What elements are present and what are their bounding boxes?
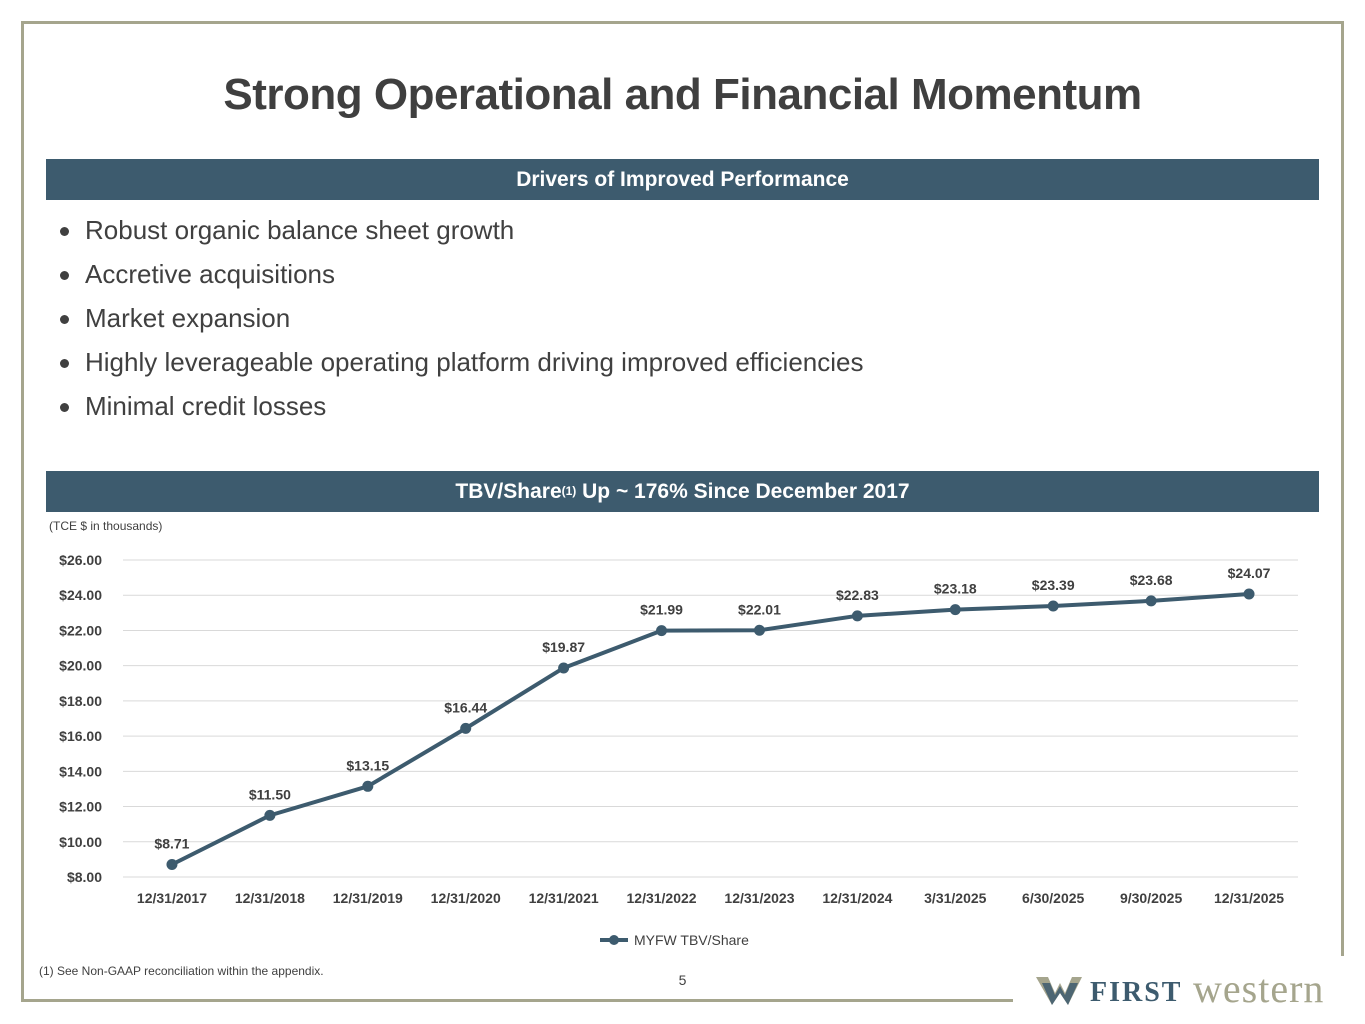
list-item: Highly leverageable operating platform d… [60,340,864,384]
first-western-logo: FIRST western [1036,966,1346,1011]
data-label: $23.68 [1130,572,1173,588]
data-point [1243,588,1255,600]
units-note: (TCE $ in thousands) [49,519,163,533]
list-item-text: Robust organic balance sheet growth [85,215,515,245]
data-point [851,610,863,622]
drivers-list: Robust organic balance sheet growth Accr… [60,208,864,428]
bullet-icon [60,314,69,324]
x-tick-label: 3/31/2025 [924,890,986,906]
tbv-line-chart: $8.00 $10.00 $12.00 $14.00 $16.00 $18.00 $20.0… [59,552,1298,948]
data-point [1047,600,1059,612]
list-item-text: Accretive acquisitions [85,259,335,289]
x-tick-label: 12/31/2025 [1214,890,1284,906]
y-tick-label: $26.00 [59,552,102,568]
data-label: $16.44 [444,699,487,715]
bullet-icon [60,270,69,280]
page-number: 5 [678,972,687,988]
data-point [558,662,570,674]
drivers-header: Drivers of Improved Performance [46,159,1319,200]
y-tick-label: $12.00 [59,799,102,815]
x-tick-label: 12/31/2021 [529,890,599,906]
y-tick-label: $22.00 [59,622,102,638]
data-point [460,722,472,734]
list-item: Minimal credit losses [60,384,864,428]
logo-first-text: FIRST [1090,977,1183,1008]
frame-top-border [21,21,1344,24]
data-label: $23.18 [934,581,977,597]
legend-swatch-marker [609,935,619,945]
y-tick-label: $20.00 [59,658,102,674]
list-item-text: Market expansion [85,303,291,333]
frame-left-border [21,21,24,1002]
y-tick-label: $18.00 [59,693,102,709]
x-tick-label: 12/31/2022 [627,890,697,906]
frame-right-border [1341,21,1344,956]
x-tick-label: 12/31/2020 [431,890,501,906]
list-item: Accretive acquisitions [60,252,864,296]
chart-header-tail: Up ~ 176% Since December 2017 [576,480,910,503]
data-point [753,624,765,636]
list-item-text: Highly leverageable operating platform d… [85,347,864,377]
y-tick-label: $24.00 [59,587,102,603]
y-tick-label: $14.00 [59,763,102,779]
x-tick-label: 6/30/2025 [1022,890,1084,906]
y-tick-label: $8.00 [67,869,102,885]
data-label: $8.71 [154,835,189,851]
x-tick-label: 12/31/2017 [137,890,207,906]
data-point [166,858,178,870]
chart-header-main: TBV/Share [455,480,562,503]
series-line [171,591,1250,867]
footnote: (1) See Non-GAAP reconciliation within t… [39,964,324,978]
page-title: Strong Operational and Financial Momentu… [223,70,1142,119]
x-tick-label: 12/31/2018 [235,890,305,906]
data-label: $19.87 [542,639,585,655]
x-tick-label: 9/30/2025 [1120,890,1182,906]
chart-header-footnote-ref: (1) [561,484,577,498]
logo-western-text: western [1193,966,1325,1011]
bullet-icon [60,358,69,368]
chart-header: TBV/Share(1) Up ~ 176% Since December 20… [46,471,1319,512]
logo-w-icon [1036,977,1082,1005]
data-point [656,625,668,637]
list-item: Market expansion [60,296,864,340]
y-tick-label: $10.00 [59,834,102,850]
data-point [949,604,961,616]
data-label: $22.83 [836,587,879,603]
data-label: $23.39 [1032,577,1075,593]
legend-label: MYFW TBV/Share [634,932,749,948]
bullet-icon [60,226,69,236]
frame-bottom-border [21,999,1013,1002]
data-point [1145,595,1157,607]
data-label: $22.01 [738,601,781,617]
data-label: $21.99 [640,602,683,618]
data-label: $24.07 [1228,565,1271,581]
list-item-text: Minimal credit losses [85,391,327,421]
data-point [362,780,374,792]
y-tick-label: $16.00 [59,728,102,744]
data-point [264,809,276,821]
list-item: Robust organic balance sheet growth [60,208,864,252]
bullet-icon [60,402,69,412]
x-tick-label: 12/31/2024 [822,890,892,906]
x-tick-label: 12/31/2019 [333,890,403,906]
data-label: $11.50 [249,786,291,802]
x-tick-label: 12/31/2023 [724,890,794,906]
data-label: $13.15 [346,757,389,773]
